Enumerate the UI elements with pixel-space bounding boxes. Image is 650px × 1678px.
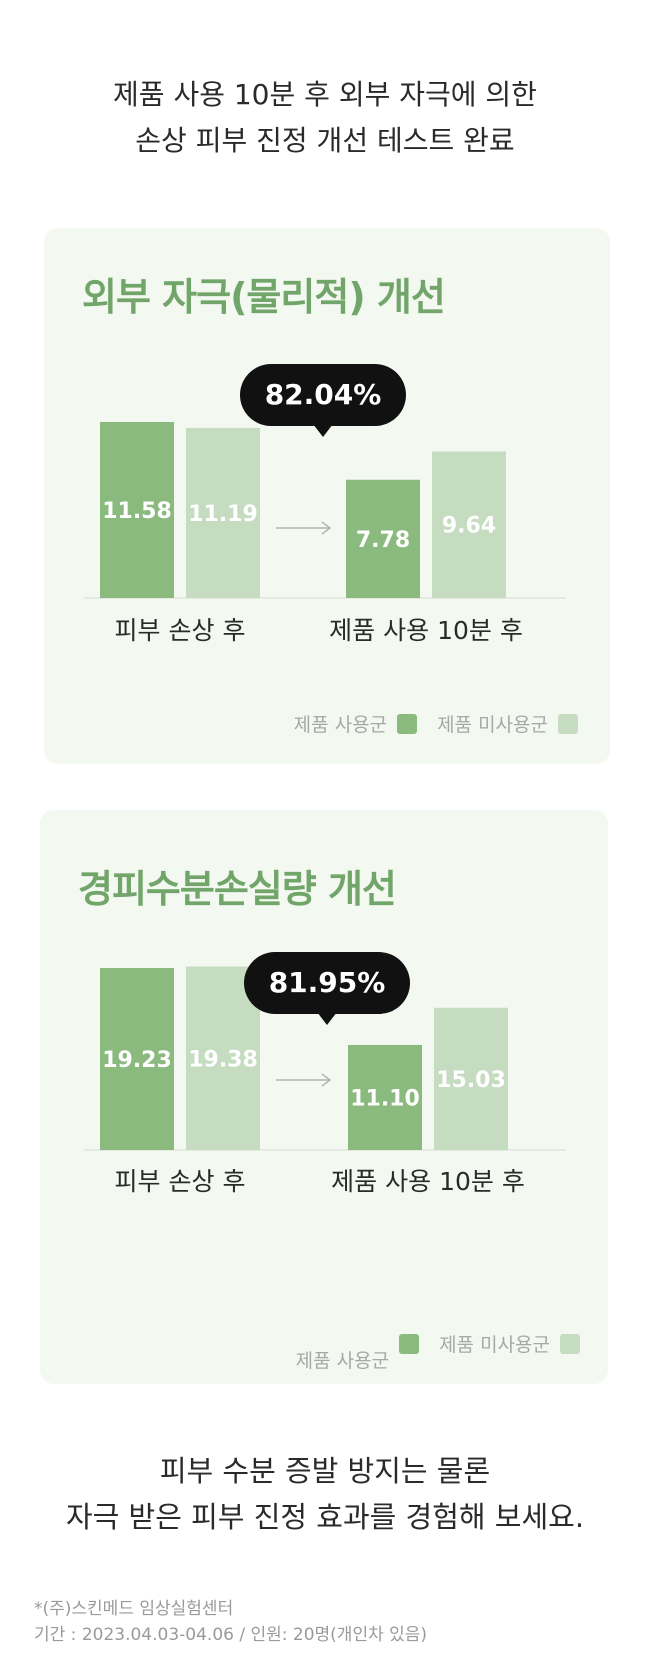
bar-used [346,479,420,598]
category-label: 제품 사용 10분 후 [331,1167,525,1196]
legend-used-label: 제품 사용군 [295,1350,390,1372]
bar-chart: 19.23 19.38 피부 손상 후 11.10 15.03 제품 사용 10분 후 [84,966,566,1196]
legend-unused-swatch [558,713,578,734]
bar-value-label: 9.64 [442,514,496,539]
legend-used-swatch [397,713,418,734]
legend-unused-label: 제품 미사용군 [437,714,548,736]
legend-used-swatch [399,1333,420,1354]
chart-title: 경피수분손실량 개선 [78,867,397,911]
badge-value: 82.04% [264,378,382,411]
outro-line-2: 자극 받은 피부 진정 효과를 경험해 보세요. [65,1500,585,1534]
improvement-badge: 81.95% [244,952,410,1025]
bar-unused [186,427,260,598]
legend: 제품 사용군 제품 미사용군 [296,1330,580,1372]
footnote: *(주)스킨메드 임상실험센터 기간 : 2023.04.03-04.06 / … [34,1596,427,1648]
outro-text: 피부 수분 증발 방지는 물론 자극 받은 피부 진정 효과를 경험해 보세요. [0,1448,650,1540]
intro-text: 제품 사용 10분 후 외부 자극에 의한 손상 피부 진정 개선 테스트 완료 [0,72,650,164]
outro-line-1: 피부 수분 증발 방지는 물론 [159,1454,491,1488]
bar-unused [434,1007,508,1150]
intro-line-1: 제품 사용 10분 후 외부 자극에 의한 [113,78,537,111]
bar-value-label: 7.78 [356,528,410,553]
bar-value-label: 11.19 [188,502,258,527]
legend-unused-swatch [560,1333,580,1354]
chart-card-tewl: 경피수분손실량 개선 19.23 19.38 피부 손상 후 11.10 15.03 제품… [40,810,608,1384]
category-label: 피부 손상 후 [115,1167,246,1196]
bar-used [100,968,174,1150]
bar-used [348,1044,422,1150]
category-label: 피부 손상 후 [115,616,246,645]
bar-value-label: 19.23 [102,1048,172,1073]
legend-used-label: 제품 사용군 [293,714,388,736]
badge-tail [317,1012,337,1025]
arrow-icon [276,521,332,535]
intro-line-2: 손상 피부 진정 개선 테스트 완료 [135,124,515,157]
improvement-badge: 82.04% [240,364,406,437]
bar-unused [432,451,506,598]
footnote-source: *(주)스킨메드 임상실험센터 [34,1599,234,1619]
bar-value-label: 19.38 [188,1047,258,1072]
arrow-icon [276,1073,332,1087]
bar-value-label: 11.10 [350,1086,420,1111]
bar-chart: 11.58 11.19 피부 손상 후 7.78 9.64 제품 사용 10분 후 [84,421,566,645]
badge-tail [313,424,333,437]
badge-value: 81.95% [268,966,386,999]
bar-value-label: 15.03 [436,1068,506,1093]
footnote-period: 기간 : 2023.04.03-04.06 / 인원: 20명(개인차 있음) [34,1625,428,1645]
chart-title: 외부 자극(물리적) 개선 [82,275,446,319]
legend-unused-label: 제품 미사용군 [439,1334,550,1356]
bar-used [100,421,174,598]
chart-card-external-irritation: 외부 자극(물리적) 개선 11.58 11.19 피부 손상 후 7.78 9.64 제… [44,228,610,764]
category-label: 제품 사용 10분 후 [329,616,523,645]
bar-value-label: 11.58 [102,499,172,524]
legend: 제품 사용군 제품 미사용군 [294,710,578,737]
